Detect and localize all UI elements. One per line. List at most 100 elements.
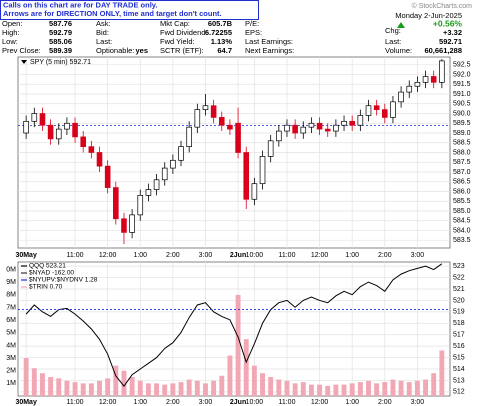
y2-tick-label: 521 <box>453 286 465 293</box>
candle-body <box>284 124 290 132</box>
candle-body <box>333 124 339 132</box>
x-tick-label: 1:00 <box>345 252 359 259</box>
y-tick-label: 4M <box>6 342 16 349</box>
legend-label: SPY (5 min) 592.71 <box>30 59 91 66</box>
candle-body <box>178 146 184 161</box>
y-tick-label: 592.0 <box>453 71 471 78</box>
candle-body <box>113 187 119 220</box>
volume-bar <box>162 384 168 396</box>
volume-bar <box>423 379 428 396</box>
candle-body <box>80 136 87 148</box>
y-tick-label: 8M <box>6 292 16 299</box>
x-tick-label: 10:00 <box>246 252 264 259</box>
volume-bar <box>31 368 37 396</box>
candle-body <box>259 156 266 185</box>
candle-body <box>251 183 258 200</box>
quote-value: 592.79 <box>49 28 72 37</box>
y2-tick-label: 520 <box>453 297 465 304</box>
candle-body <box>406 85 413 93</box>
legend-label: QQQ 523.21 <box>29 263 66 270</box>
y2-tick-label: 519 <box>453 309 465 316</box>
y-tick-label: 585.0 <box>453 208 471 215</box>
volume-bar <box>260 373 265 396</box>
x-tick-label: 1:00 <box>345 399 359 406</box>
candle-body <box>72 122 78 138</box>
quote-value: 587.76 <box>49 19 72 28</box>
volume-bar <box>308 384 314 396</box>
x-tick-label: 2:00 <box>378 399 392 406</box>
y-tick-label: 586.0 <box>453 188 471 195</box>
candle-body <box>422 76 429 83</box>
candle-body <box>55 128 62 140</box>
volume-bar <box>406 382 412 396</box>
y-tick-label: 587.0 <box>453 169 471 176</box>
quote-value: +0.56% <box>433 18 463 28</box>
x-tick-label: 1:00 <box>133 252 147 259</box>
quote-value: 592.71 <box>439 37 462 46</box>
x-tick-label: 2:00 <box>166 252 180 259</box>
volume-bar <box>333 384 339 396</box>
x-tick-label: 2:00 <box>166 399 180 406</box>
volume-bar <box>211 380 217 396</box>
y-tick-label: 588.0 <box>453 149 471 156</box>
quote-label: Chg: <box>385 26 401 35</box>
legend-label: $NYAD -162.00 <box>29 270 74 277</box>
candle-body <box>23 120 29 134</box>
quote-label: Mkt Cap: <box>160 19 190 28</box>
quote-label: Volume: <box>385 46 412 55</box>
x-tick-label: 12:00 <box>99 399 117 406</box>
price-line <box>25 263 443 388</box>
candle-body <box>324 128 331 132</box>
volume-bar <box>349 383 355 396</box>
candle-body <box>316 122 323 130</box>
candle-body <box>129 214 135 233</box>
volume-bar <box>137 380 143 396</box>
candle-body <box>64 122 70 130</box>
quote-value: 585.06 <box>49 37 72 46</box>
y2-tick-label: 515 <box>453 354 465 361</box>
volume-bar <box>390 379 396 396</box>
candle-body <box>218 117 225 126</box>
quote-label: Last: <box>96 37 112 46</box>
candle-body <box>137 195 144 216</box>
candle-body <box>341 120 347 126</box>
candle-body <box>373 105 380 110</box>
quote-label: High: <box>2 28 20 37</box>
y-tick-label: 584.5 <box>453 218 471 225</box>
y-tick-label: 585.5 <box>453 198 471 205</box>
candle-body <box>104 165 111 188</box>
x-tick-label: 12:00 <box>311 252 329 259</box>
volume-bar <box>80 383 86 396</box>
volume-bar <box>105 378 111 396</box>
y-tick-label: 591.5 <box>453 81 471 88</box>
volume-bar <box>292 383 298 396</box>
x-tick-label: 10:00 <box>246 399 264 406</box>
candle-body <box>227 124 233 130</box>
volume-bar <box>170 383 176 396</box>
quote-label: Fwd Dividend: <box>160 28 208 37</box>
y2-tick-label: 517 <box>453 332 465 339</box>
volume-bar <box>219 375 225 396</box>
volume-bar <box>40 373 45 396</box>
candle-body <box>31 113 38 122</box>
quote-label: SCTR (ETF): <box>160 46 204 55</box>
y-tick-label: 1M <box>6 380 16 387</box>
candle-body <box>398 91 404 103</box>
y-tick-label: 589.0 <box>453 130 471 137</box>
candle-body <box>439 60 445 83</box>
candle-body <box>39 113 46 126</box>
y2-tick-label: 513 <box>453 377 465 384</box>
candle-body <box>390 101 396 118</box>
y-tick-label: 590.0 <box>453 110 471 117</box>
quote-label: Optionable: <box>96 46 134 55</box>
quote-value: 64.7 <box>217 46 232 55</box>
x-tick-label: 3:00 <box>411 252 425 259</box>
quote-label: P/E: <box>245 19 259 28</box>
volume-bar <box>121 370 127 396</box>
x-tick-label: 12:00 <box>99 252 117 259</box>
candle-body <box>170 159 176 169</box>
copyright: © StockCharts.com <box>412 2 473 10</box>
x-tick-label: 2Jun <box>230 252 246 259</box>
candle-body <box>381 109 388 118</box>
